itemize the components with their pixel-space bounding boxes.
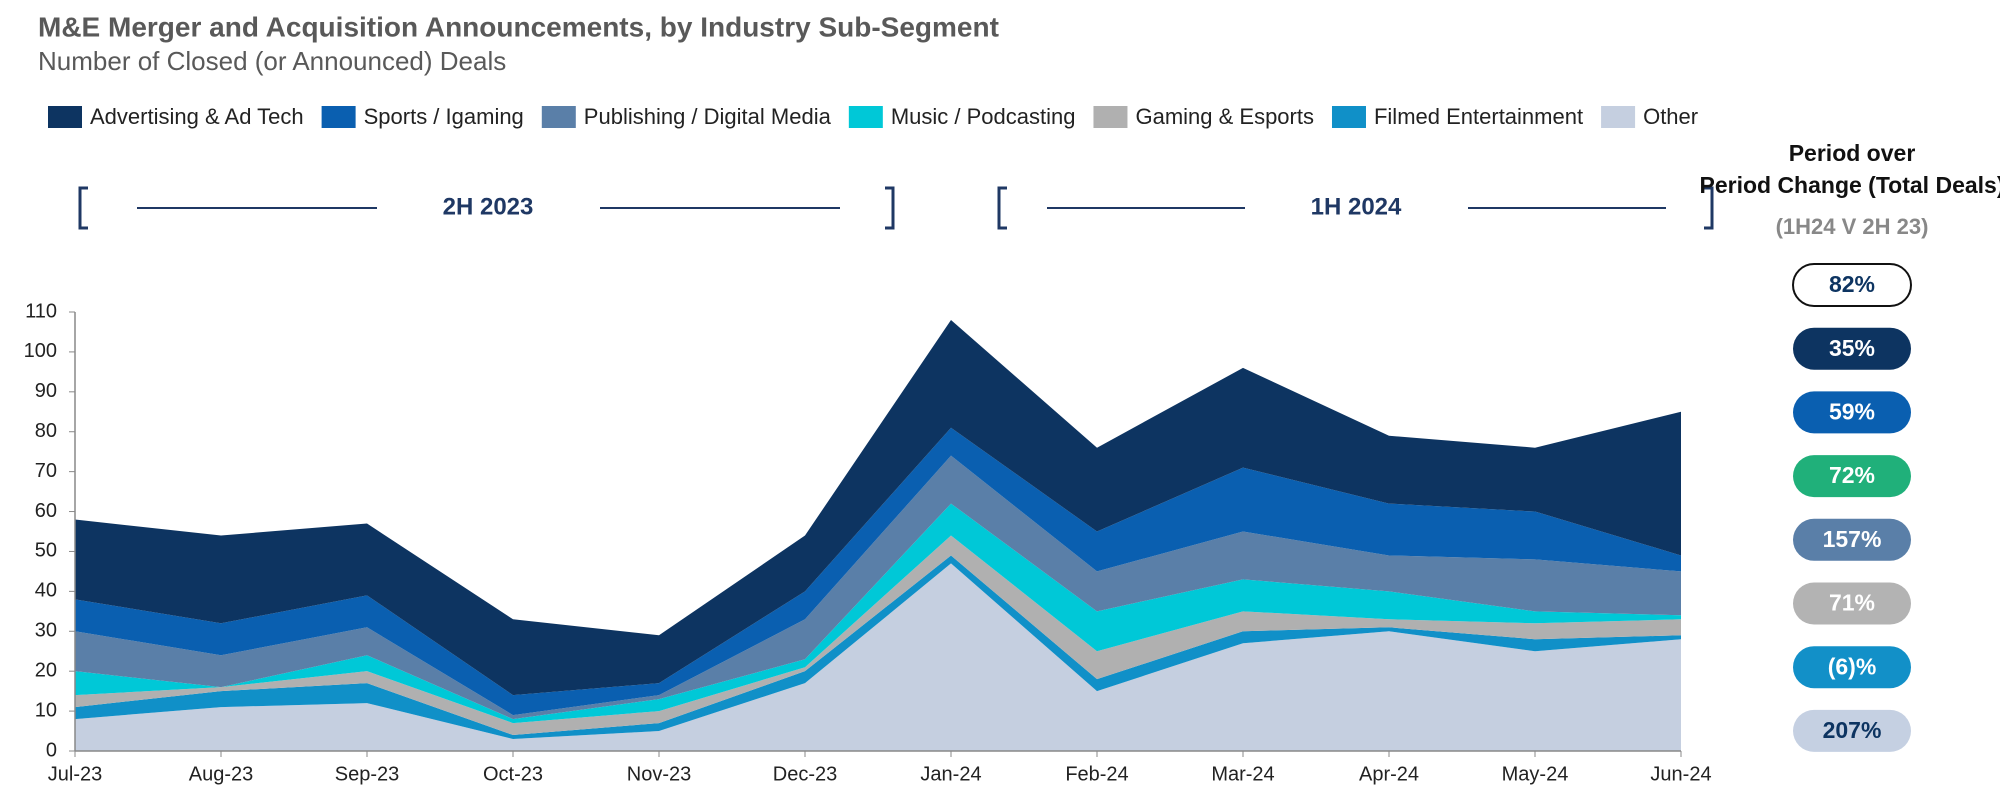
legend-label: Gaming & Esports — [1135, 104, 1314, 129]
area — [75, 319, 1681, 696]
legend-swatch — [1601, 106, 1636, 128]
legend-swatch — [541, 106, 576, 128]
legend-swatch — [848, 106, 883, 128]
chart-title: M&E Merger and Acquisition Announcements… — [38, 11, 999, 42]
y-tick-label: 20 — [35, 659, 57, 681]
change-title: Period over Period Change (Total Deals) — [1699, 140, 2000, 198]
change-label: 71% — [1829, 590, 1875, 616]
change-label: 207% — [1823, 717, 1882, 743]
bracket — [1704, 186, 1714, 230]
legend-label: Music / Podcasting — [891, 104, 1076, 129]
y-tick-label: 60 — [35, 500, 57, 522]
change-label: 59% — [1829, 398, 1875, 424]
bracket — [885, 186, 895, 230]
y-tick-label: 100 — [24, 340, 57, 362]
legend-label: Other — [1643, 104, 1698, 129]
change-subtitle: (1H24 V 2H 23) — [1776, 214, 1929, 239]
bracket — [78, 186, 88, 230]
bracket — [997, 186, 1007, 230]
legend-label: Filmed Entertainment — [1374, 104, 1583, 129]
y-tick-label: 70 — [35, 460, 57, 482]
legend-label: Publishing / Digital Media — [584, 104, 832, 129]
legend-label: Sports / Igaming — [364, 104, 524, 129]
x-tick-label: Aug-23 — [189, 763, 254, 785]
y-tick-label: 30 — [35, 620, 57, 642]
change-pill — [1793, 455, 1911, 498]
legend-swatch — [321, 106, 356, 128]
x-tick-label: Oct-23 — [483, 763, 543, 785]
y-tick-label: 40 — [35, 580, 57, 602]
period-brackets — [78, 186, 1714, 230]
change-pill — [1793, 646, 1911, 689]
legend-label: Advertising & Ad Tech — [90, 104, 304, 129]
area — [75, 455, 1681, 720]
legend-swatch — [48, 106, 82, 128]
x-tick-label: Feb-24 — [1065, 763, 1128, 785]
area — [75, 503, 1681, 724]
x-tick-label: Jun-24 — [1650, 763, 1711, 785]
change-pill — [1793, 518, 1911, 561]
y-tick-label: 80 — [35, 420, 57, 442]
y-tick-label: 50 — [35, 540, 57, 562]
legend-swatch — [1331, 106, 1366, 128]
change-pill — [1793, 327, 1911, 370]
x-tick-label: May-24 — [1502, 763, 1569, 785]
change-pill — [1793, 391, 1911, 434]
y-tick-label: 10 — [35, 699, 57, 721]
x-tick-label: Jan-24 — [920, 763, 981, 785]
change-label: 82% — [1829, 271, 1875, 297]
chart-subtitle: Number of Closed (or Announced) Deals — [38, 46, 506, 76]
x-tick-label: Sep-23 — [335, 763, 400, 785]
area — [75, 427, 1681, 716]
y-tick-label: 0 — [46, 739, 57, 761]
period-label: 1H 2024 — [1311, 193, 1402, 220]
x-tick-label: Apr-24 — [1359, 763, 1419, 785]
legend-swatch — [1093, 106, 1128, 128]
change-pill — [1793, 709, 1911, 752]
y-tick-label: 90 — [35, 380, 57, 402]
change-pill — [1793, 582, 1911, 625]
x-tick-label: Dec-23 — [773, 763, 837, 785]
area — [75, 563, 1681, 751]
y-tick-label: 110 — [25, 300, 57, 322]
change-label: 72% — [1829, 462, 1875, 488]
change-label: 35% — [1829, 335, 1875, 361]
change-pill — [1792, 263, 1912, 307]
x-tick-label: Mar-24 — [1211, 763, 1274, 785]
change-label: (6)% — [1828, 653, 1877, 679]
x-tick-label: Jul-23 — [48, 763, 102, 785]
x-tick-label: Nov-23 — [627, 763, 691, 785]
change-label: 157% — [1823, 526, 1882, 552]
period-label: 2H 2023 — [443, 193, 534, 220]
